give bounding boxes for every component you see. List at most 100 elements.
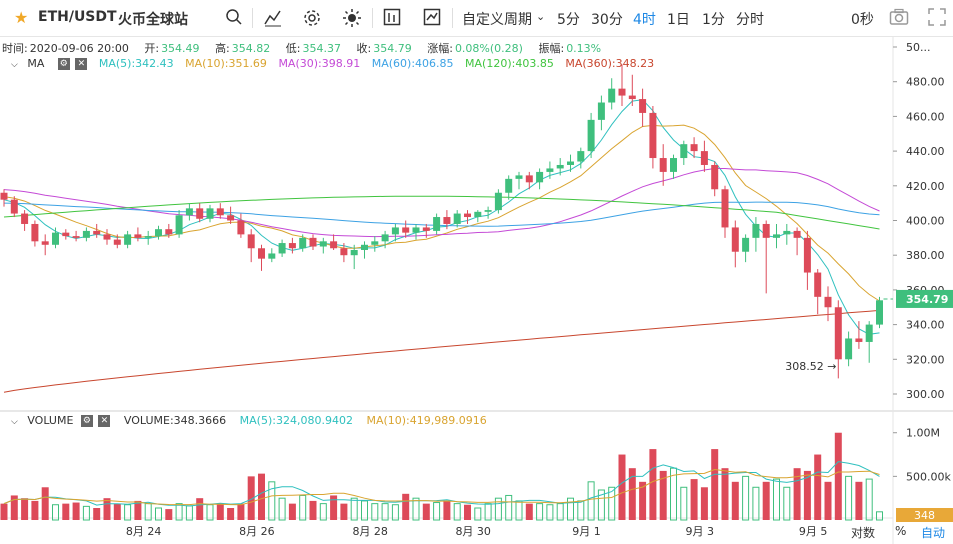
candle-body <box>155 229 162 237</box>
auto-scale-toggle[interactable]: 自动 <box>921 526 946 540</box>
volume-bar <box>165 509 173 520</box>
candle-body <box>484 210 492 212</box>
candle-body <box>361 244 368 250</box>
candle-body <box>330 241 338 249</box>
volume-bar <box>340 503 348 520</box>
candle-body <box>21 213 29 224</box>
candle-body <box>41 241 49 245</box>
pair-name[interactable]: ETH/USDT <box>38 9 117 25</box>
volume-bar <box>649 449 657 520</box>
low-value: 354.37 <box>302 42 342 55</box>
collapse-chevron-icon[interactable]: ⌵ <box>11 417 18 427</box>
candle-body <box>288 243 296 249</box>
candle-body <box>124 234 132 245</box>
volume-tick-label: 500.00k <box>906 470 951 483</box>
theme-sun-icon[interactable] <box>342 8 362 32</box>
volume-tick-label: 1.00M <box>906 427 940 440</box>
volume-bar <box>567 497 574 521</box>
candle-body <box>855 338 863 342</box>
layout-icon[interactable] <box>383 8 401 30</box>
ma5-line <box>3 99 880 335</box>
candle-body <box>258 248 265 259</box>
volume-bar <box>103 498 111 520</box>
time-tick-label: 8月 26 <box>239 525 275 538</box>
low-label: 低: <box>285 42 301 55</box>
close-icon[interactable]: ✕ <box>98 415 111 427</box>
candle-body <box>62 232 70 237</box>
last-price-tag <box>896 289 953 308</box>
volume-bar <box>288 503 296 520</box>
volume-bar <box>278 497 286 521</box>
volume-bar <box>670 467 677 521</box>
candle-body <box>556 164 564 169</box>
countdown: 0秒 <box>851 12 874 28</box>
search-icon[interactable] <box>225 8 243 30</box>
candle-body <box>525 175 533 183</box>
chevron-down-icon[interactable]: ⌄ <box>536 10 546 23</box>
close-label: 收: <box>356 42 372 55</box>
candle-body <box>803 237 811 273</box>
time-value: 2020-09-06 20:00 <box>29 42 129 55</box>
candle-body <box>834 307 842 360</box>
period-4h[interactable]: 4时 <box>633 12 656 28</box>
price-tick-label: 440.00 <box>906 145 945 158</box>
candle-body <box>247 234 255 249</box>
volume-last-tag <box>896 508 953 522</box>
volume-bar <box>700 487 708 520</box>
log-scale-toggle[interactable]: 对数 <box>851 526 876 540</box>
period-1m[interactable]: 1分 <box>702 12 725 28</box>
volume-bar <box>82 505 90 521</box>
volume-bar <box>319 503 327 521</box>
candle-body <box>371 241 379 245</box>
chart-type-icon[interactable] <box>423 8 441 30</box>
gear-icon[interactable] <box>302 8 322 32</box>
volume-last-label: 348 <box>914 509 935 522</box>
period-1d[interactable]: 1日 <box>667 12 690 28</box>
price-tick-label: 480.00 <box>906 76 945 89</box>
collapse-chevron-icon[interactable]: ⌵ <box>11 60 18 70</box>
divider <box>252 8 253 28</box>
volume-bar <box>72 502 80 520</box>
volume-bar <box>433 502 441 521</box>
volume-bar <box>546 504 554 521</box>
volume-bar <box>855 481 863 520</box>
period-5m[interactable]: 5分 <box>557 12 580 28</box>
amplitude-value: 0.13% <box>566 42 602 55</box>
volume-bar <box>62 503 70 520</box>
percent-scale-toggle[interactable]: % <box>895 524 907 538</box>
divider <box>452 8 453 28</box>
favorite-star-icon[interactable]: ★ <box>14 8 29 27</box>
gear-icon[interactable]: ⚙ <box>80 415 93 427</box>
change-value: 0.08%(0.28) <box>454 42 523 55</box>
volume-bar <box>742 475 750 521</box>
gear-icon[interactable]: ⚙ <box>57 58 70 70</box>
volume-bar <box>536 503 544 521</box>
fullscreen-icon[interactable] <box>928 8 946 30</box>
volume-value: VOLUME:348.3666 <box>123 414 227 427</box>
candle-body <box>546 168 554 172</box>
volume-bar <box>608 486 616 521</box>
volume-bar <box>628 468 636 520</box>
ma120-line <box>3 195 880 230</box>
candle-body <box>515 175 523 179</box>
volume-bar <box>391 504 399 521</box>
camera-icon[interactable] <box>889 8 909 30</box>
close-icon[interactable]: ✕ <box>75 58 88 70</box>
indicator-icon[interactable] <box>263 8 283 32</box>
volume-bar <box>52 504 59 521</box>
ma60-value: MA(60):406.85 <box>371 57 454 70</box>
candle-body <box>464 213 471 218</box>
volume-bar <box>793 468 801 520</box>
candle-body <box>216 208 224 216</box>
exchange-name[interactable]: 火币全球站 <box>118 12 188 28</box>
period-timeline[interactable]: 分时 <box>736 12 764 28</box>
volume-bar <box>824 481 832 520</box>
last-price-label: 354.79 <box>906 293 948 306</box>
volume-bar <box>381 503 389 521</box>
volume-bar <box>134 500 142 520</box>
candle-body <box>711 164 719 190</box>
volume-bar <box>402 493 410 520</box>
period-30m[interactable]: 30分 <box>591 12 623 28</box>
custom-period-dropdown[interactable]: 自定义周期 <box>462 12 532 28</box>
